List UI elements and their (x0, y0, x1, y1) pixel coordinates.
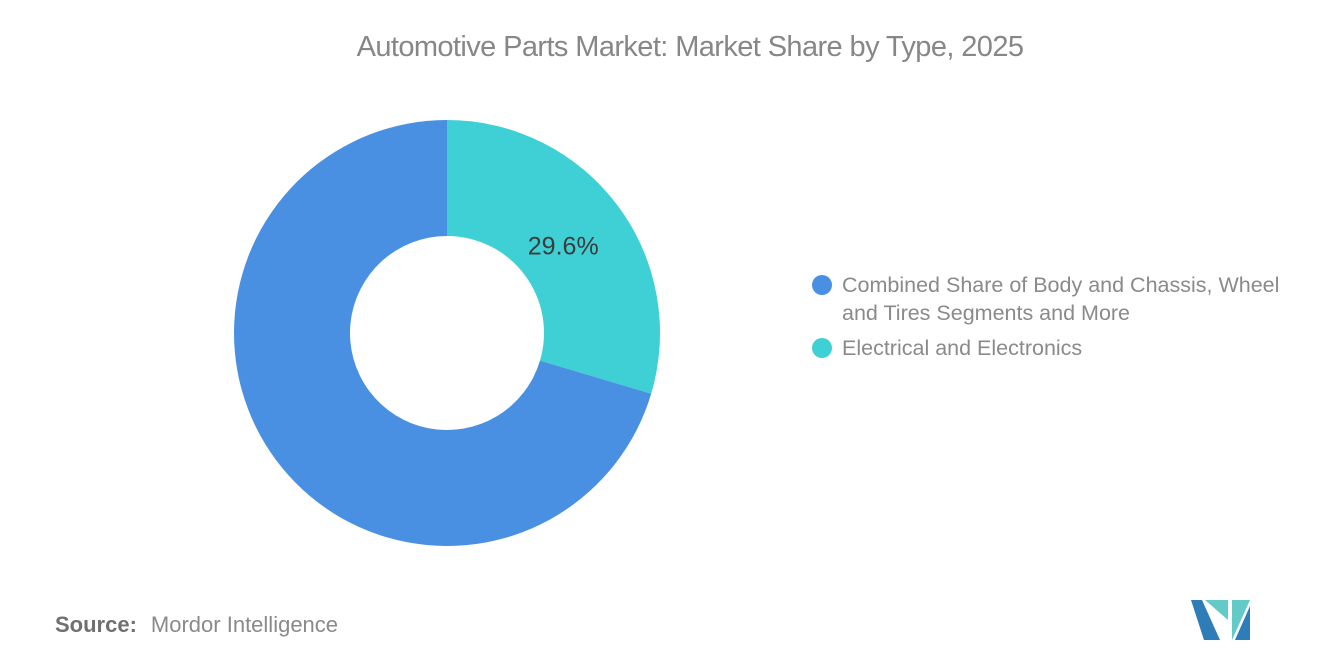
logo-blue-triangle-right (1235, 606, 1250, 640)
logo-teal-triangle-left (1205, 600, 1228, 620)
slice-data-label: 29.6% (528, 232, 599, 260)
source-line: Source: Mordor Intelligence (55, 612, 338, 638)
logo-blue-stroke (1191, 600, 1220, 640)
logo-teal-triangle-right (1232, 600, 1250, 640)
legend-item[interactable]: Electrical and Electronics (812, 334, 1302, 362)
legend-marker-icon (812, 275, 832, 295)
source-text: Mordor Intelligence (150, 612, 339, 637)
source-label: Source: (55, 612, 137, 637)
donut-slice[interactable] (447, 120, 660, 394)
legend-marker-icon (812, 338, 832, 358)
mordor-intelligence-logo (1191, 600, 1250, 640)
donut-slice[interactable] (234, 120, 652, 546)
legend-label: Electrical and Electronics (842, 336, 1083, 360)
legend-item[interactable]: Combined Share of Body and Chassis, Whee… (812, 271, 1302, 327)
legend: Combined Share of Body and Chassis, Whee… (812, 271, 1302, 369)
legend-label: Combined Share of Body and Chassis, Whee… (842, 273, 1280, 325)
chart-title: Automotive Parts Market: Market Share by… (356, 31, 1024, 63)
